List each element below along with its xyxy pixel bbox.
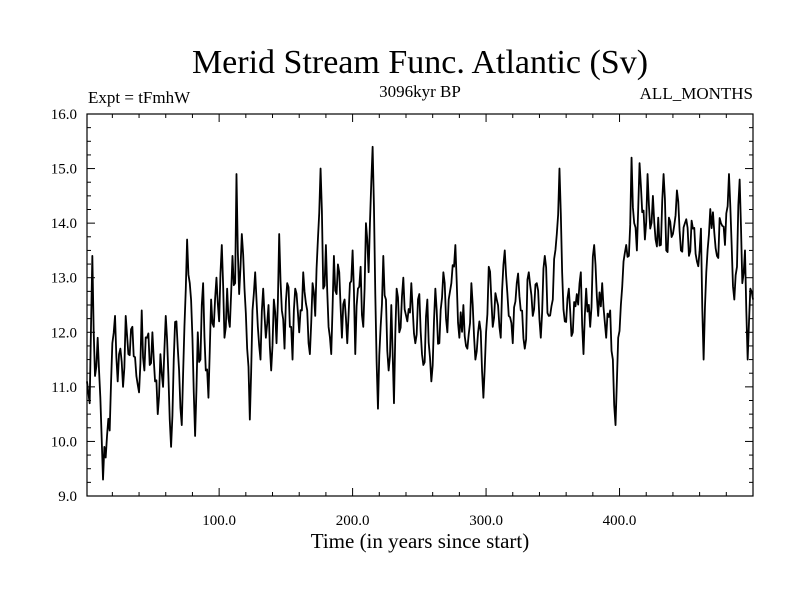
y-tick-label: 12.0 bbox=[51, 325, 77, 341]
experiment-label: Expt = tFmhW bbox=[88, 88, 191, 107]
months-label: ALL_MONTHS bbox=[640, 84, 753, 103]
ticks-layer: 9.0 10.0 11.0 12.0 13.0 14.0 15.0 16.0 100.0 200.… bbox=[51, 107, 753, 529]
series-line bbox=[86, 145, 754, 481]
y-tick-label: 9.0 bbox=[58, 489, 77, 505]
y-tick-label: 14.0 bbox=[51, 216, 77, 232]
y-tick-label: 11.0 bbox=[51, 380, 77, 396]
y-tick-label: 16.0 bbox=[51, 107, 77, 123]
y-tick-label: 10.0 bbox=[51, 434, 77, 450]
x-tick-label: 200.0 bbox=[336, 513, 370, 529]
y-tick-label: 15.0 bbox=[51, 162, 77, 178]
chart-title: Merid Stream Func. Atlantic (Sv) bbox=[192, 44, 648, 81]
x-tick-label: 100.0 bbox=[202, 513, 236, 529]
x-tick-label: 400.0 bbox=[603, 513, 637, 529]
x-axis-label: Time (in years since start) bbox=[311, 529, 530, 553]
y-tick-label: 13.0 bbox=[51, 271, 77, 287]
time-label: 3096kyr BP bbox=[379, 82, 461, 101]
x-tick-label: 300.0 bbox=[469, 513, 503, 529]
